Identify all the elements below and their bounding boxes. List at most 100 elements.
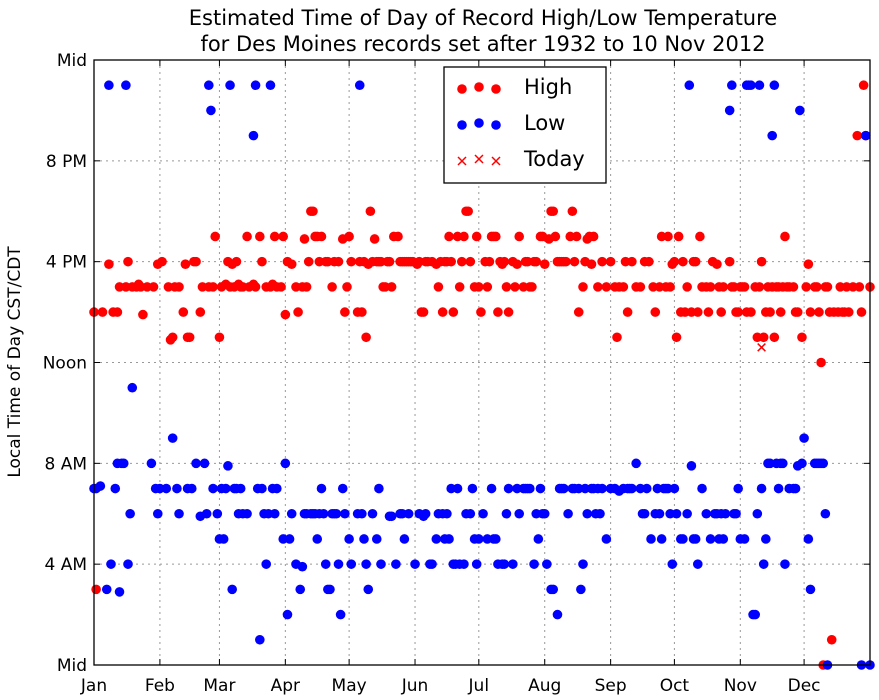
high-point <box>512 259 522 269</box>
high-point <box>308 206 318 217</box>
low-point <box>692 559 703 569</box>
low-point <box>542 559 552 569</box>
high-point <box>333 256 344 267</box>
low-point <box>172 483 182 494</box>
low-point <box>690 534 701 544</box>
low-point <box>746 80 756 91</box>
low-point <box>474 534 484 544</box>
low-point <box>386 511 397 522</box>
low-point <box>367 508 378 519</box>
y-tick-label: 4 AM <box>44 555 87 575</box>
high-point <box>852 130 863 141</box>
high-point <box>444 231 454 242</box>
legend-marker-low <box>491 120 501 130</box>
high-point <box>250 282 261 292</box>
high-point <box>678 256 688 267</box>
low-point <box>595 508 605 519</box>
x-tick-label: Aug <box>528 676 561 696</box>
high-point <box>682 282 692 292</box>
data-points <box>89 80 875 670</box>
high-point <box>484 256 495 267</box>
low-point <box>769 80 780 91</box>
low-point <box>678 534 688 544</box>
low-point <box>799 433 809 443</box>
high-point <box>459 231 469 242</box>
low-point <box>121 80 131 91</box>
high-point <box>195 307 206 317</box>
y-tick-label: Mid <box>57 51 87 71</box>
chart-subtitle: for Des Moines records set after 1932 to… <box>200 32 765 56</box>
low-point <box>335 609 346 620</box>
legend-label-today: Today <box>523 147 585 171</box>
high-point <box>167 332 178 343</box>
low-point <box>403 508 414 519</box>
low-point <box>501 508 512 519</box>
high-point <box>476 307 486 317</box>
high-point <box>856 307 867 317</box>
legend-marker-today <box>474 154 484 164</box>
low-point <box>761 534 771 544</box>
low-point <box>227 584 237 595</box>
low-point <box>705 534 716 544</box>
high-point <box>437 307 448 317</box>
high-point <box>618 282 629 292</box>
low-point <box>361 559 371 569</box>
today-point <box>757 343 766 352</box>
high-point <box>184 332 195 343</box>
chart-title: Estimated Time of Day of Record High/Low… <box>189 6 777 30</box>
high-point <box>539 259 550 269</box>
high-point <box>178 307 189 317</box>
high-point <box>548 206 559 217</box>
low-point <box>756 483 767 494</box>
low-point <box>235 483 246 494</box>
high-point <box>746 307 756 317</box>
low-point <box>601 534 612 544</box>
high-point <box>671 332 682 343</box>
x-tick-label: Dec <box>788 676 821 696</box>
high-point <box>814 307 824 317</box>
low-point <box>535 483 546 494</box>
high-point <box>342 282 352 292</box>
high-point <box>208 282 218 292</box>
low-point <box>269 508 280 519</box>
low-point <box>431 534 442 544</box>
high-point <box>482 282 493 292</box>
high-point <box>501 282 512 292</box>
x-tick-label: Jun <box>401 676 429 696</box>
low-point <box>444 534 454 544</box>
high-point <box>788 282 799 292</box>
high-point <box>257 256 267 267</box>
high-point <box>597 256 607 267</box>
low-point <box>354 80 365 91</box>
low-point <box>410 559 420 569</box>
low-point <box>467 483 478 494</box>
high-point <box>242 231 252 242</box>
low-point <box>325 584 335 595</box>
high-point <box>344 231 354 242</box>
high-point <box>210 231 220 242</box>
high-point <box>180 259 191 269</box>
low-point <box>340 508 350 519</box>
low-point <box>478 508 488 519</box>
legend-marker-today <box>491 156 501 166</box>
legend-marker-low <box>457 120 467 130</box>
high-point <box>854 282 865 292</box>
low-point <box>576 584 586 595</box>
high-point <box>780 231 790 242</box>
low-point <box>627 483 637 494</box>
low-point <box>221 483 231 494</box>
high-point <box>816 357 826 368</box>
high-point <box>550 231 561 242</box>
high-point <box>705 282 716 292</box>
high-point <box>231 256 242 267</box>
low-point <box>820 508 831 519</box>
high-point <box>724 256 735 267</box>
low-point <box>106 559 116 569</box>
high-point <box>754 282 765 292</box>
high-point <box>446 256 456 267</box>
low-point <box>790 483 801 494</box>
high-point <box>384 256 395 267</box>
low-point <box>805 584 816 595</box>
low-point <box>548 584 559 595</box>
x-tick-label: Feb <box>145 676 175 696</box>
